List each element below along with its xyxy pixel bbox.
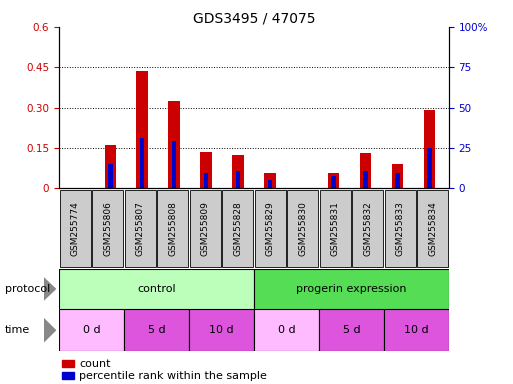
Bar	[396, 174, 400, 188]
Bar	[427, 148, 432, 188]
Text: GSM255831: GSM255831	[331, 201, 340, 256]
Text: GSM255829: GSM255829	[266, 201, 274, 256]
Text: GSM255828: GSM255828	[233, 201, 242, 256]
Bar	[424, 110, 436, 188]
Bar	[363, 170, 368, 188]
Bar	[235, 170, 241, 188]
Text: GSM255807: GSM255807	[136, 201, 145, 256]
Bar	[360, 153, 371, 188]
Text: 5 d: 5 d	[343, 325, 360, 335]
Text: GSM255832: GSM255832	[363, 201, 372, 256]
Bar	[190, 190, 221, 267]
Text: GSM255809: GSM255809	[201, 201, 210, 256]
Bar	[105, 145, 116, 188]
Bar	[352, 190, 383, 267]
Bar	[136, 71, 148, 188]
Text: control: control	[137, 284, 176, 294]
Text: count: count	[80, 359, 111, 369]
Text: GSM255808: GSM255808	[168, 201, 177, 256]
Bar	[172, 141, 176, 188]
Bar	[222, 190, 253, 267]
Bar	[59, 269, 254, 309]
Text: GSM255833: GSM255833	[396, 201, 405, 256]
Bar	[62, 360, 74, 367]
Bar	[384, 309, 449, 351]
Bar	[92, 190, 123, 267]
Polygon shape	[44, 318, 56, 343]
Bar	[385, 190, 416, 267]
Bar	[254, 269, 449, 309]
Bar	[189, 309, 254, 351]
Bar	[124, 309, 189, 351]
Text: GSM255830: GSM255830	[298, 201, 307, 256]
Text: GSM255834: GSM255834	[428, 201, 437, 256]
Bar	[125, 190, 156, 267]
Bar	[331, 176, 336, 188]
Bar	[417, 190, 448, 267]
Text: 10 d: 10 d	[404, 325, 429, 335]
Polygon shape	[44, 277, 56, 301]
Text: GSM255806: GSM255806	[103, 201, 112, 256]
Text: 10 d: 10 d	[209, 325, 234, 335]
Text: GSM255774: GSM255774	[71, 201, 80, 256]
Text: 5 d: 5 d	[148, 325, 165, 335]
Bar	[157, 190, 188, 267]
Bar	[287, 190, 318, 267]
Bar	[320, 190, 351, 267]
Text: 0 d: 0 d	[83, 325, 101, 335]
Bar	[254, 190, 286, 267]
Bar	[328, 174, 340, 188]
Text: progerin expression: progerin expression	[296, 284, 407, 294]
Bar	[232, 155, 244, 188]
Bar	[168, 101, 180, 188]
Title: GDS3495 / 47075: GDS3495 / 47075	[193, 12, 315, 26]
Bar	[264, 174, 275, 188]
Text: time: time	[5, 325, 30, 335]
Bar	[204, 174, 208, 188]
Bar	[201, 152, 211, 188]
Bar	[60, 190, 91, 267]
Bar	[108, 164, 112, 188]
Text: percentile rank within the sample: percentile rank within the sample	[80, 371, 267, 381]
Bar	[319, 309, 384, 351]
Bar	[140, 139, 145, 188]
Text: 0 d: 0 d	[278, 325, 295, 335]
Bar	[392, 164, 403, 188]
Bar	[59, 309, 124, 351]
Bar	[267, 180, 272, 188]
Bar	[62, 372, 74, 379]
Text: protocol: protocol	[5, 284, 50, 294]
Bar	[254, 309, 319, 351]
